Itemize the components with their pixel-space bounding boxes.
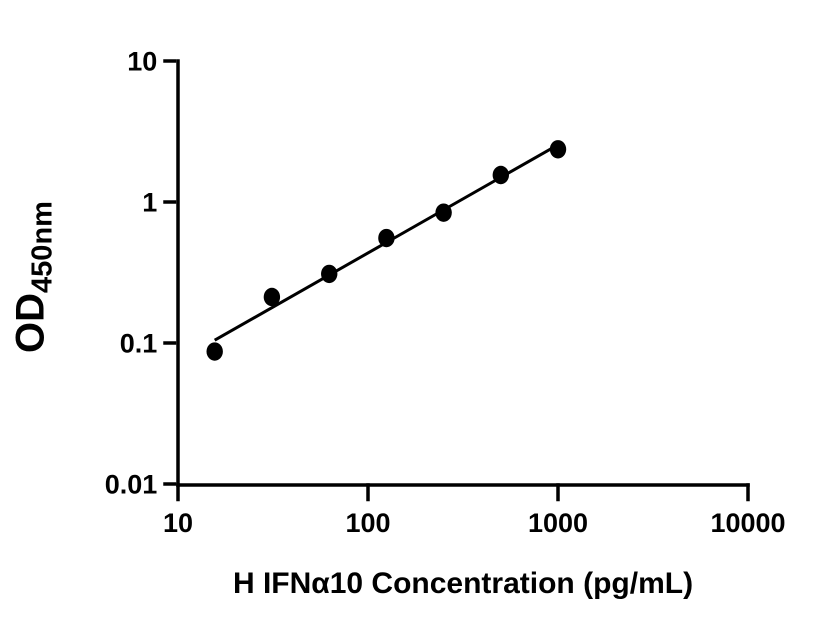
y-tick-label: 1 [142, 187, 157, 217]
y-axis-title: OD450nm [8, 201, 59, 353]
y-tick-label: 0.1 [120, 328, 158, 358]
x-tick [556, 483, 560, 502]
y-axis-title-main: OD [8, 292, 53, 353]
data-point [321, 264, 338, 284]
x-tick-label: 10000 [710, 508, 785, 538]
x-tick-label: 100 [345, 508, 390, 538]
y-tick [163, 341, 177, 345]
data-point [435, 203, 452, 222]
x-axis-title: H IFNα10 Concentration (pg/mL) [232, 567, 694, 600]
x-tick [366, 483, 370, 502]
data-point [492, 165, 510, 185]
x-tick-label: 1000 [528, 508, 588, 538]
data-point [206, 342, 223, 361]
x-tick [176, 483, 180, 502]
x-tick-label: 10 [163, 508, 193, 538]
y-tick [163, 482, 177, 486]
y-tick-label: 0.01 [105, 469, 158, 499]
y-tick-label: 10 [127, 46, 157, 76]
y-axis-line [176, 59, 180, 487]
y-tick [163, 200, 177, 204]
data-point [378, 228, 395, 248]
x-axis-line [176, 483, 750, 487]
y-tick [163, 59, 177, 63]
x-tick [746, 483, 750, 502]
data-point [263, 287, 281, 307]
y-axis-title-subscript: 450nm [26, 201, 59, 293]
data-point [549, 140, 567, 159]
